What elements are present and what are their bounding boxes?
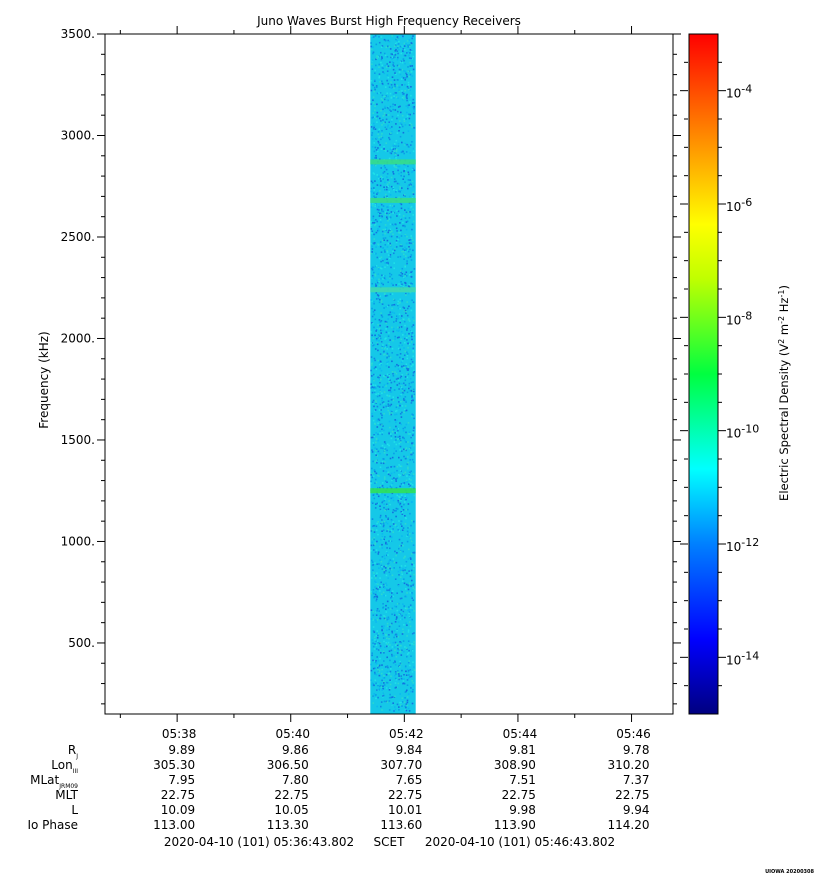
ephemeris-value: 9.78 — [623, 743, 650, 757]
chart-title: Juno Waves Burst High Frequency Receiver… — [256, 14, 521, 28]
ephemeris-value: 22.75 — [388, 788, 422, 802]
ephemeris-table: RJ 9.89 9.86 9.84 9.81 9.78 LonIII 305.30 306.50… — [27, 743, 649, 832]
time-range-start: 2020-04-10 (101) 05:36:43.802 — [164, 835, 354, 849]
ephemeris-value: 10.05 — [274, 803, 308, 817]
colorbar: 10-4 10-6 10-8 10-10 10-12 10-14 — [680, 33, 759, 715]
time-range-label: SCET — [374, 835, 406, 849]
ephemeris-value: 114.20 — [608, 818, 650, 832]
y-tick-label: 3000. — [61, 128, 95, 142]
ephemeris-value: 113.00 — [153, 818, 195, 832]
time-range-end: 2020-04-10 (101) 05:46:43.802 — [425, 835, 615, 849]
ephemeris-row-label: L — [71, 803, 78, 817]
ephemeris-row-label: Io Phase — [27, 818, 78, 832]
ephemeris-value: 22.75 — [502, 788, 536, 802]
ephemeris-value: 7.95 — [168, 773, 195, 787]
ephemeris-row-label: RJ — [68, 743, 78, 760]
ephemeris-row-label: MLT — [55, 788, 78, 802]
ephemeris-value: 9.81 — [509, 743, 536, 757]
x-tick-label: 05:42 — [389, 727, 424, 741]
y-tick-label: 3500. — [61, 27, 95, 41]
colorbar-gradient — [688, 33, 719, 715]
ephemeris-value: 22.75 — [615, 788, 649, 802]
y-axis: 500. 1000. 1500. 2000. 2500. 3000. 3500. — [61, 27, 681, 705]
ephemeris-value: 7.80 — [282, 773, 309, 787]
ephemeris-value: 9.86 — [282, 743, 309, 757]
y-tick-label: 1500. — [61, 433, 95, 447]
ephemeris-value: 9.84 — [396, 743, 423, 757]
x-axis: 05:38 05:40 05:42 05:44 05:46 — [119, 26, 651, 741]
ephemeris-value: 7.65 — [396, 773, 423, 787]
colorbar-tick-label: 10-4 — [726, 83, 752, 101]
footer-stamp: UIOWA 20200308 — [765, 869, 814, 875]
ephemeris-row-label: MLatJRM09 — [30, 773, 78, 790]
ephemeris-value: 113.30 — [267, 818, 309, 832]
x-tick-label: 05:38 — [162, 727, 197, 741]
y-tick-label: 2000. — [61, 331, 95, 345]
ephemeris-value: 22.75 — [274, 788, 308, 802]
colorbar-tick-label: 10-14 — [726, 649, 759, 667]
x-tick-label: 05:44 — [503, 727, 538, 741]
colorbar-label: Electric Spectral Density (V2 m-2 Hz-1) — [777, 285, 792, 501]
ephemeris-value: 7.51 — [509, 773, 536, 787]
plot-frame — [104, 33, 674, 715]
colorbar-tick-label: 10-10 — [726, 423, 759, 441]
emission-band-3 — [370, 488, 416, 494]
ephemeris-row-label: LonIII — [51, 758, 78, 775]
ephemeris-value: 113.60 — [380, 818, 422, 832]
ephemeris-value: 307.70 — [380, 758, 422, 772]
spectrogram-image — [370, 34, 416, 714]
ephemeris-value: 306.50 — [267, 758, 309, 772]
ephemeris-value: 7.37 — [623, 773, 650, 787]
ephemeris-value: 113.90 — [494, 818, 536, 832]
colorbar-tick-label: 10-6 — [726, 196, 752, 214]
colorbar-tick-label: 10-12 — [726, 536, 759, 554]
y-tick-label: 500. — [68, 636, 95, 650]
ephemeris-value: 308.90 — [494, 758, 536, 772]
y-tick-label: 2500. — [61, 230, 95, 244]
emission-band-1 — [370, 197, 416, 203]
plot-area — [104, 33, 674, 715]
y-tick-label: 1000. — [61, 534, 95, 548]
ephemeris-value: 9.94 — [623, 803, 650, 817]
x-tick-label: 05:40 — [275, 727, 310, 741]
ephemeris-value: 9.89 — [168, 743, 195, 757]
emission-band-0 — [370, 159, 416, 165]
ephemeris-value: 310.20 — [608, 758, 650, 772]
x-tick-label: 05:46 — [616, 727, 651, 741]
emission-band-2 — [370, 287, 416, 293]
spectrogram-noise — [370, 34, 416, 712]
colorbar-tick-label: 10-8 — [726, 309, 752, 327]
y-axis-label: Frequency (kHz) — [37, 331, 51, 428]
ephemeris-value: 305.30 — [153, 758, 195, 772]
ephemeris-value: 22.75 — [161, 788, 195, 802]
ephemeris-value: 10.01 — [388, 803, 422, 817]
ephemeris-value: 9.98 — [509, 803, 536, 817]
ephemeris-value: 10.09 — [161, 803, 195, 817]
